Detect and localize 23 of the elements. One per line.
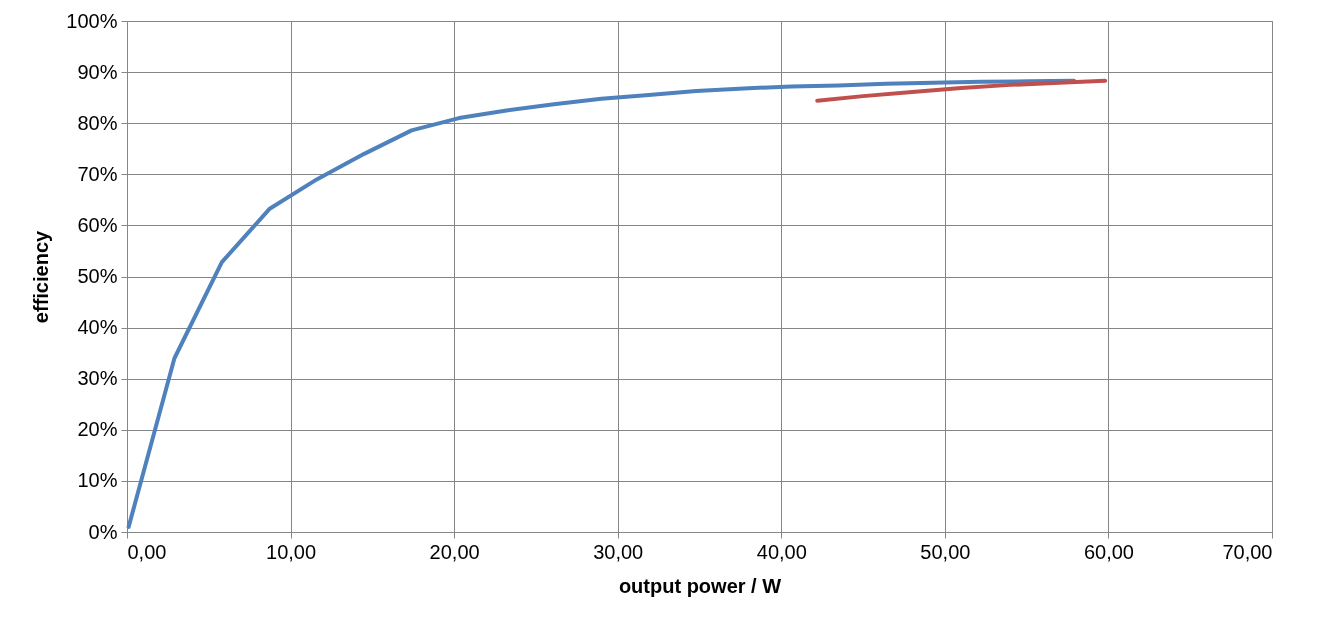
y-tick-label: 60% bbox=[77, 213, 118, 236]
x-tick-label: 0,00 bbox=[127, 540, 167, 563]
y-tick-label: 40% bbox=[77, 316, 118, 339]
y-tick-label: 50% bbox=[77, 265, 118, 287]
x-tick-label: 50,00 bbox=[920, 540, 971, 563]
y-tick-label: 90% bbox=[77, 60, 118, 83]
x-tick-label: 60,00 bbox=[1083, 540, 1134, 563]
y-tick-label: 20% bbox=[77, 418, 118, 441]
x-tick-label: 70,00 bbox=[1222, 540, 1273, 563]
line-series bbox=[815, 78, 1108, 103]
y-tick-label: 80% bbox=[77, 111, 118, 134]
y-tick-label: 10% bbox=[77, 469, 118, 492]
y-tick-label: 70% bbox=[77, 162, 118, 185]
x-tick-label: 10,00 bbox=[266, 540, 317, 563]
x-tick-label: 30,00 bbox=[593, 540, 644, 563]
y-tick-label: 100% bbox=[66, 9, 118, 32]
y-tick-label: 0% bbox=[88, 520, 118, 543]
y-axis-title: efficiency bbox=[30, 229, 53, 324]
x-tick-label: 20,00 bbox=[429, 540, 480, 563]
x-tick-label: 40,00 bbox=[756, 540, 807, 563]
line-series bbox=[126, 78, 1077, 529]
y-tick-label: 30% bbox=[77, 367, 118, 390]
x-axis-title: output power / W bbox=[618, 574, 782, 597]
